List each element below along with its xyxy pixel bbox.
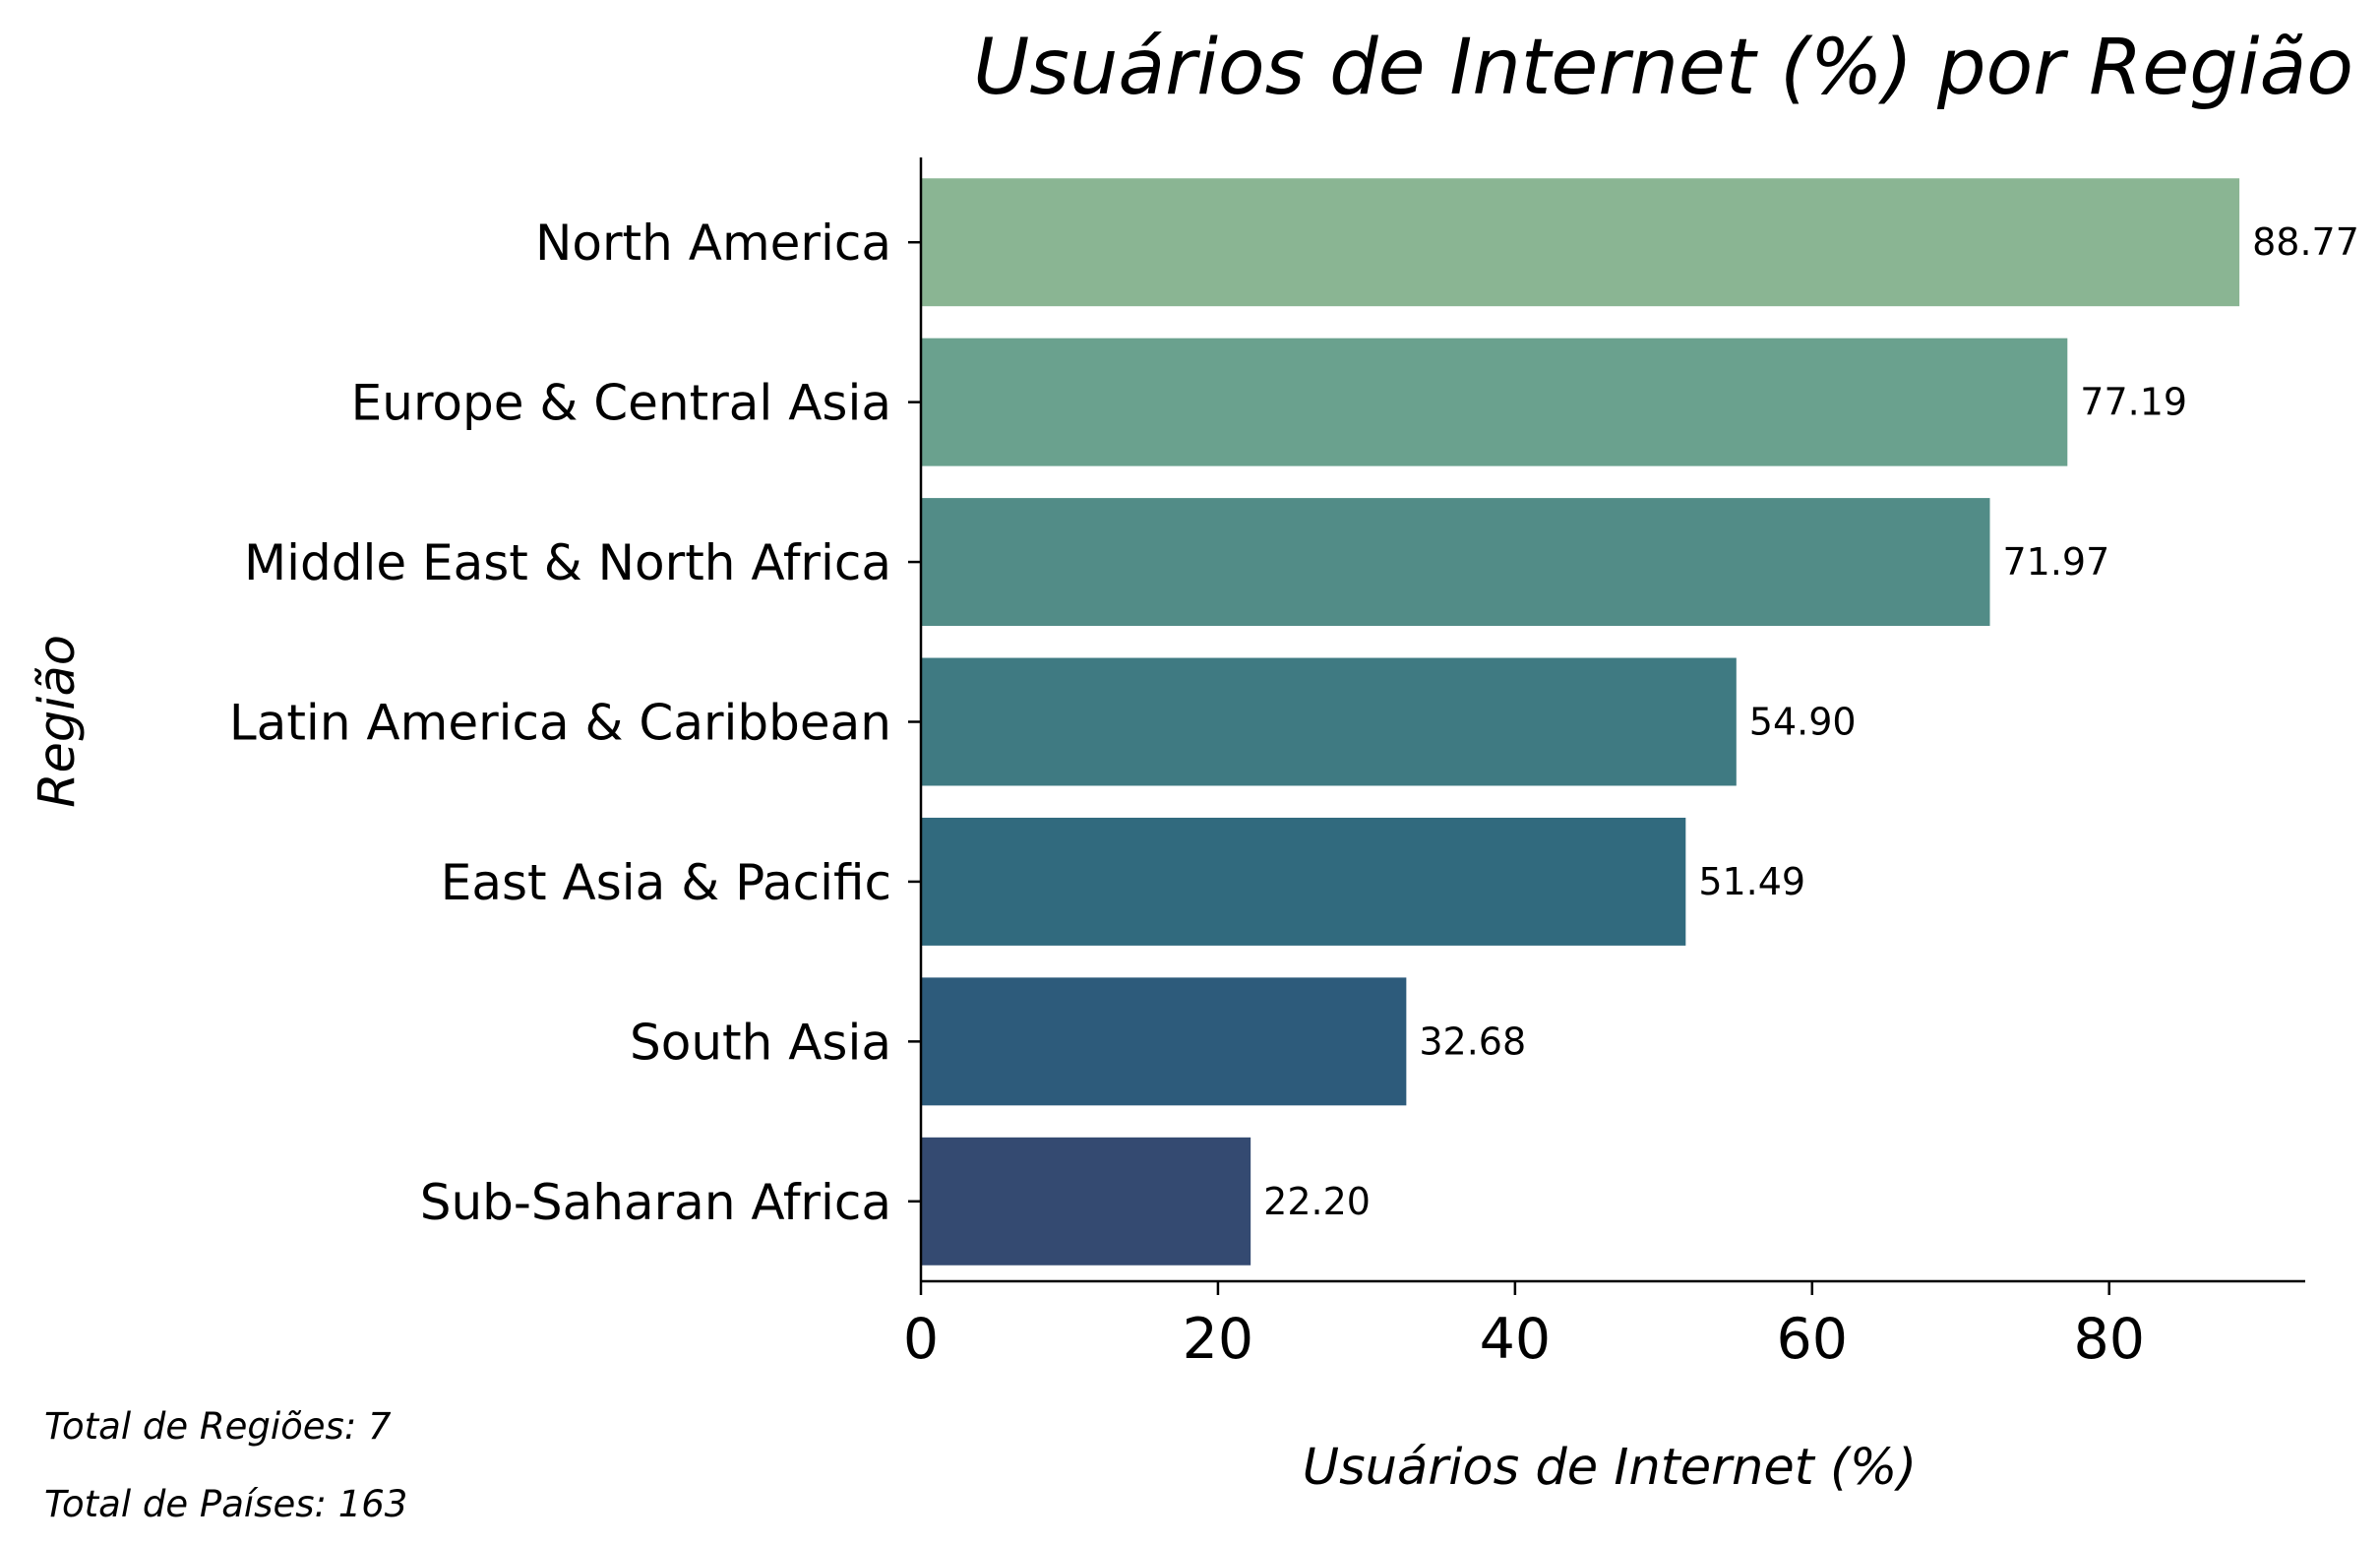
value-label-0: 88.77 <box>2252 220 2359 264</box>
bar-2 <box>921 498 1990 627</box>
category-label-6: Sub-Saharan Africa <box>420 1174 891 1231</box>
bar-3 <box>921 657 1737 786</box>
bar-6 <box>921 1137 1251 1266</box>
y-axis: North America Europe & Central Asia Middle… <box>229 157 923 1281</box>
category-label-2: Middle East & North Africa <box>244 534 891 591</box>
x-tick-label-4: 80 <box>2073 1307 2145 1372</box>
x-tick-label-1: 20 <box>1183 1307 1254 1372</box>
value-label-6: 22.20 <box>1263 1180 1371 1223</box>
bar-0 <box>921 178 2240 307</box>
total-countries-note: Total de Países: 163 <box>44 1483 407 1525</box>
value-label-5: 32.68 <box>1419 1019 1526 1063</box>
category-label-1: Europe & Central Asia <box>351 375 891 432</box>
value-label-4: 51.49 <box>1698 860 1805 903</box>
value-label-2: 71.97 <box>2002 540 2109 584</box>
chart-title: Usuários de Internet (%) por Região <box>973 24 2353 112</box>
bars-group: 88.77 77.19 71.97 54.90 51.49 32.68 22.20 <box>921 178 2359 1266</box>
x-tick-label-3: 60 <box>1777 1307 1849 1372</box>
bar-4 <box>921 817 1686 946</box>
value-label-1: 77.19 <box>2080 381 2187 424</box>
y-axis-label: Região <box>29 635 87 808</box>
category-label-0: North America <box>535 215 891 272</box>
bar-1 <box>921 338 2068 466</box>
category-label-4: East Asia & Pacific <box>441 854 891 911</box>
x-tick-label-0: 0 <box>903 1307 939 1372</box>
value-label-3: 54.90 <box>1749 701 1857 744</box>
category-label-5: South Asia <box>630 1014 891 1071</box>
x-tick-label-2: 40 <box>1480 1307 1552 1372</box>
category-label-3: Latin America & Caribbean <box>229 695 891 752</box>
x-axis-label: Usuários de Internet (%) <box>1303 1439 1917 1497</box>
total-regions-note: Total de Regiões: 7 <box>44 1405 392 1448</box>
bar-5 <box>921 977 1407 1106</box>
x-axis: 0 20 40 60 80 <box>903 1279 2305 1372</box>
